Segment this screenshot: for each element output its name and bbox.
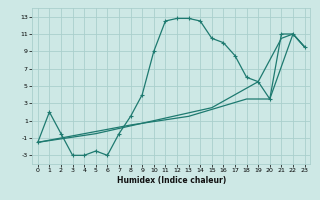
X-axis label: Humidex (Indice chaleur): Humidex (Indice chaleur) [116, 176, 226, 185]
